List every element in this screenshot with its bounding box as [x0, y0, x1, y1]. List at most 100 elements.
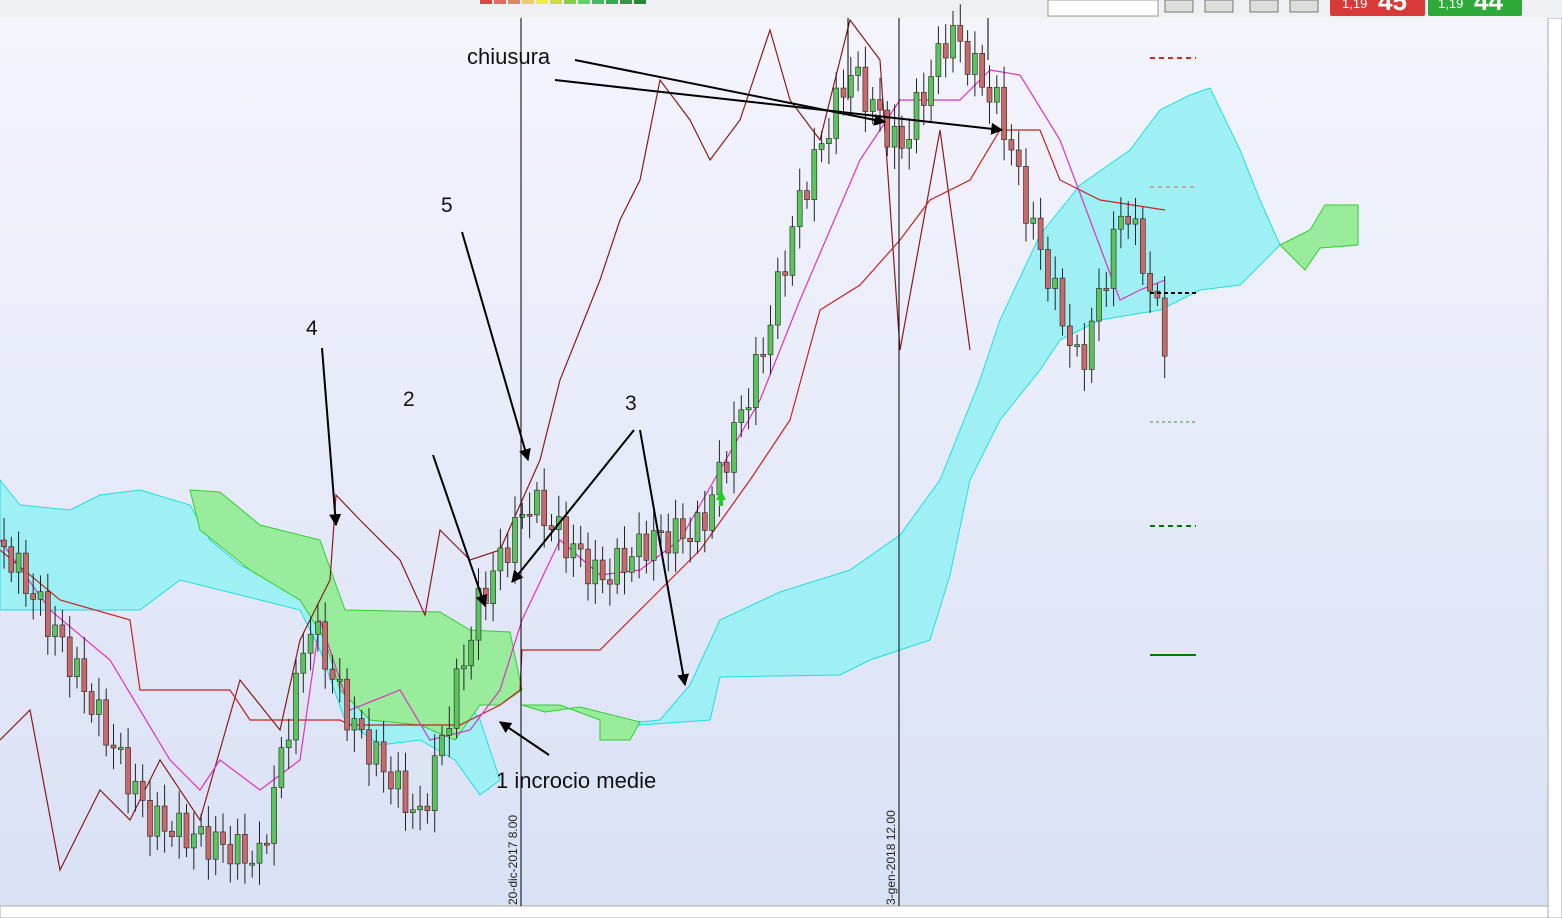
candle-body — [81, 658, 88, 692]
candle-body — [417, 805, 423, 811]
cloud-bullish-2 — [521, 704, 641, 741]
candle-body — [950, 25, 956, 59]
candle-body — [592, 559, 599, 585]
candle-body — [972, 52, 978, 75]
buy-button[interactable]: 1,19 44 — [1428, 0, 1522, 16]
candle-body — [665, 531, 672, 554]
candle-body — [263, 842, 270, 846]
candle-body — [716, 461, 723, 496]
candle-body — [366, 729, 372, 765]
candle-body — [8, 546, 15, 573]
candle-body — [1, 539, 7, 547]
candle-body — [818, 143, 825, 150]
candle-body — [957, 25, 964, 42]
input-box[interactable] — [1047, 0, 1159, 17]
candle-body — [1081, 344, 1088, 370]
candle-body — [242, 834, 248, 864]
candle-body — [212, 831, 219, 860]
annotation: 5 — [441, 194, 453, 217]
candle-body — [548, 525, 555, 530]
candle-body — [315, 621, 321, 635]
candle-body — [147, 800, 153, 837]
candle-body — [271, 787, 277, 844]
sell-pips: 45 — [1378, 0, 1407, 16]
buy-signal — [716, 490, 726, 506]
candle-body — [1008, 139, 1015, 151]
candle-body — [869, 99, 876, 112]
candle-body — [782, 271, 788, 276]
candle-body — [1037, 217, 1044, 250]
tool-button[interactable] — [1249, 0, 1279, 13]
candle-body — [373, 741, 380, 765]
candle-body — [731, 422, 737, 473]
candle-body — [1103, 288, 1110, 291]
candle-body — [534, 489, 540, 516]
candle-body — [1067, 325, 1073, 346]
tool-button[interactable] — [1164, 0, 1194, 13]
candle-body — [826, 138, 832, 144]
candle-body — [1110, 228, 1117, 289]
sell-button[interactable]: 1,19 45 — [1330, 0, 1425, 16]
candle-body — [96, 699, 102, 715]
candle-body — [760, 354, 767, 357]
candle-body — [1125, 215, 1131, 225]
candle-body — [1096, 288, 1102, 322]
candle-body — [344, 678, 350, 731]
candle-body — [30, 593, 37, 600]
candle-body — [687, 537, 694, 542]
candle-body — [322, 621, 329, 670]
time-axis — [0, 905, 1549, 918]
candle-body — [278, 747, 285, 788]
candle-body — [395, 770, 402, 790]
candle-body — [607, 579, 613, 585]
candle-body — [205, 826, 212, 860]
candle-body — [979, 52, 986, 88]
candle-body — [723, 461, 730, 473]
candle-body — [899, 125, 905, 149]
candle-body — [650, 530, 657, 561]
candle-body — [774, 271, 781, 326]
arrow — [321, 347, 342, 527]
candle-body — [52, 624, 58, 637]
candle-body — [906, 139, 913, 149]
candle-body — [928, 76, 934, 106]
candle-body — [15, 552, 22, 573]
candle-body — [37, 591, 44, 600]
candle-body — [66, 636, 73, 678]
candle-body — [526, 513, 533, 517]
candle-body — [745, 407, 752, 411]
candle-body — [1052, 277, 1058, 289]
candle-body — [424, 805, 431, 812]
tool-button[interactable] — [1289, 0, 1319, 13]
candle-body — [811, 149, 818, 201]
candle-body — [198, 826, 204, 835]
candle-body — [701, 512, 708, 531]
candle-body — [804, 190, 810, 201]
candle-body — [913, 92, 920, 140]
candle-body — [680, 518, 686, 539]
candle-body — [103, 699, 109, 746]
arrow — [639, 429, 690, 687]
candle-body — [796, 190, 803, 227]
candle-body — [563, 516, 569, 559]
sell-price: 1,19 — [1342, 0, 1367, 11]
candle-body — [439, 734, 445, 757]
annotation: 2 — [403, 388, 415, 411]
candle-body — [621, 547, 628, 573]
candle-body — [1154, 290, 1161, 299]
candle-body — [855, 66, 861, 76]
candle-body — [300, 652, 307, 674]
candle-body — [161, 805, 168, 832]
tool-button[interactable] — [1204, 0, 1234, 13]
cloud-bullish — [189, 489, 523, 741]
arrow — [554, 79, 1004, 135]
candle-body — [358, 718, 365, 731]
candle-body — [1074, 344, 1080, 347]
candle-body — [44, 591, 51, 637]
candle-body — [453, 668, 460, 729]
candle-body — [614, 547, 621, 585]
candle-body — [577, 543, 584, 550]
candle-body — [380, 741, 387, 773]
candle-body — [59, 624, 66, 638]
